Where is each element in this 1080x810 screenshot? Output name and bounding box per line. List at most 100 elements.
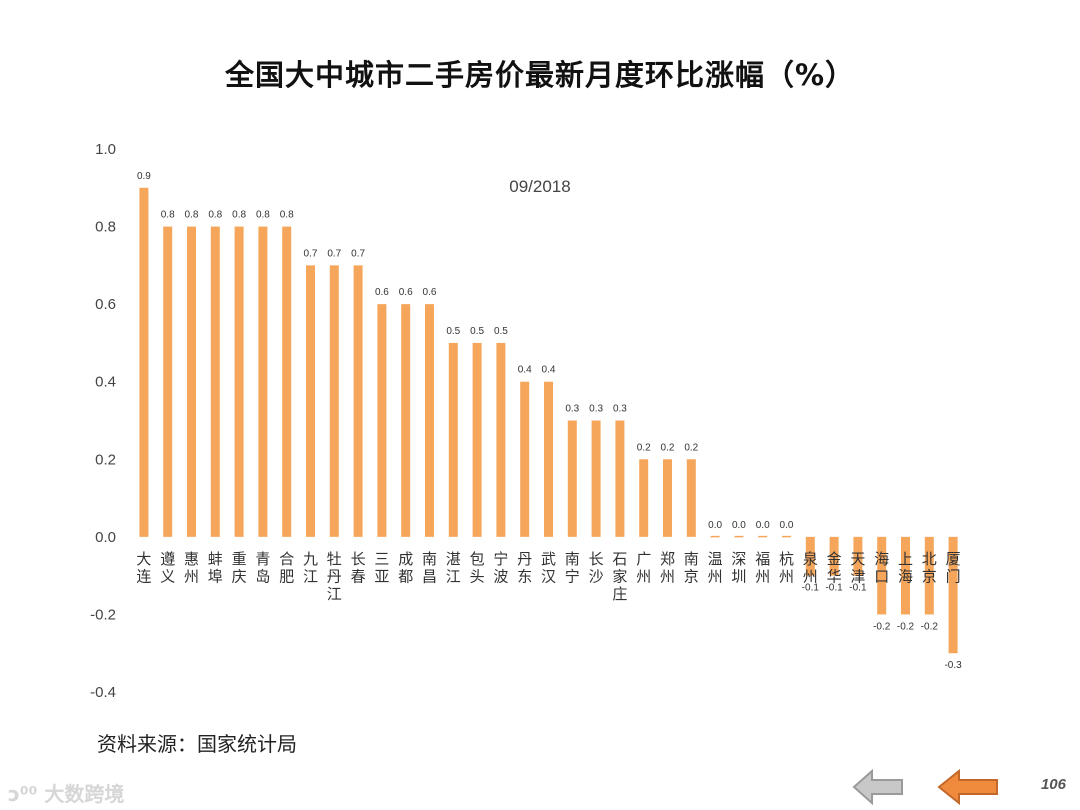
data-label: 0.5 xyxy=(470,326,484,337)
data-label: 0.3 xyxy=(613,404,627,415)
category-label: 江 xyxy=(327,585,342,603)
data-label: -0.2 xyxy=(873,621,891,632)
y-tick-label: 1.0 xyxy=(95,141,116,158)
category-label: 厦 xyxy=(946,550,961,568)
bar-chart: 1.0 0.8 0.6 0.4 0.2 0.0 -0.2 -0.4 09/2018 0.9 大连 0.… xyxy=(90,141,962,701)
data-label: 0.2 xyxy=(637,442,651,453)
category-label: 京 xyxy=(684,568,699,586)
bar xyxy=(401,304,411,537)
bar xyxy=(353,265,363,537)
left-arrow-icon xyxy=(937,768,998,806)
data-label: -0.1 xyxy=(849,583,867,594)
category-label: 上 xyxy=(898,550,913,568)
bar xyxy=(734,535,744,538)
category-label: 泉 xyxy=(803,550,818,568)
left-arrow-icon xyxy=(852,768,903,806)
category-label: 重 xyxy=(232,550,247,568)
data-label: 0.8 xyxy=(185,210,199,221)
category-label: 州 xyxy=(184,568,199,586)
category-label: 岛 xyxy=(255,568,270,586)
watermark-text: 大数跨境 xyxy=(44,782,125,806)
data-label: 0.0 xyxy=(732,520,746,531)
category-label: 包 xyxy=(470,550,485,568)
data-label: 0.0 xyxy=(756,520,770,531)
y-tick-label: 0.4 xyxy=(95,374,116,391)
category-label: 连 xyxy=(136,568,151,586)
bar xyxy=(663,459,672,537)
data-label: 0.8 xyxy=(256,210,270,221)
category-label: 江 xyxy=(303,568,318,586)
data-label: 0.4 xyxy=(518,365,532,376)
category-label: 北 xyxy=(922,550,937,568)
category-label: 武 xyxy=(541,550,556,568)
bar xyxy=(567,420,577,537)
bar xyxy=(139,187,149,537)
category-label: 州 xyxy=(779,568,794,586)
y-tick-label: -0.4 xyxy=(90,684,116,701)
data-label: 0.8 xyxy=(232,210,246,221)
category-label: 都 xyxy=(398,568,413,586)
category-label: 遵 xyxy=(160,550,175,568)
data-label: -0.1 xyxy=(802,583,820,594)
category-label: 广 xyxy=(636,550,651,568)
category-label: 沙 xyxy=(589,568,604,586)
bar xyxy=(805,536,815,576)
bar xyxy=(210,226,220,537)
data-label: -0.1 xyxy=(825,583,843,594)
next-page-button[interactable] xyxy=(937,768,999,806)
data-label: 0.8 xyxy=(161,210,175,221)
category-label: 南 xyxy=(565,550,580,568)
data-label: 0.3 xyxy=(589,404,603,415)
bar xyxy=(329,265,339,537)
category-label: 州 xyxy=(708,568,723,586)
bar xyxy=(639,459,649,537)
bar xyxy=(615,420,625,537)
category-label: 汉 xyxy=(541,568,556,586)
bar xyxy=(829,536,839,576)
category-label: 惠 xyxy=(184,550,199,568)
category-label: 海 xyxy=(874,550,889,568)
bar xyxy=(306,265,315,537)
bar xyxy=(163,226,173,537)
category-label: 口 xyxy=(874,568,889,586)
category-label: 宁 xyxy=(565,568,580,586)
category-label: 家 xyxy=(612,568,627,586)
category-label: 成 xyxy=(398,550,413,568)
data-label: 0.6 xyxy=(399,287,413,298)
category-label: 义 xyxy=(160,568,175,586)
bar xyxy=(924,536,934,615)
y-tick-label: -0.2 xyxy=(90,606,116,623)
bar xyxy=(448,342,458,537)
category-label: 三 xyxy=(374,550,389,568)
bar xyxy=(758,535,768,538)
category-label: 昌 xyxy=(422,568,437,586)
category-label: 天 xyxy=(850,550,865,568)
watermark-logo: ↄ⁰⁰ 大数跨境 xyxy=(8,778,124,807)
bar xyxy=(877,536,887,615)
category-label: 宁 xyxy=(493,550,508,568)
bar xyxy=(520,381,530,537)
category-label: 丹 xyxy=(327,568,342,586)
category-label: 蚌 xyxy=(208,550,223,568)
bar xyxy=(710,535,720,538)
category-label: 东 xyxy=(517,568,532,586)
bar xyxy=(901,536,910,615)
category-label: 郑 xyxy=(660,550,675,568)
data-label: -0.3 xyxy=(944,660,962,671)
data-label: 0.7 xyxy=(351,248,365,259)
category-label: 丹 xyxy=(517,550,532,568)
data-label: 0.0 xyxy=(780,520,794,531)
data-label: -0.2 xyxy=(921,621,939,632)
y-tick-label: 0.2 xyxy=(95,451,116,468)
category-label: 长 xyxy=(589,550,604,568)
category-label: 温 xyxy=(708,550,723,568)
bar xyxy=(496,342,506,537)
data-label: 0.7 xyxy=(327,248,341,259)
category-label: 湛 xyxy=(446,550,461,568)
data-label: 0.8 xyxy=(280,210,294,221)
previous-page-button[interactable] xyxy=(852,768,904,806)
category-label: 九 xyxy=(303,550,318,568)
category-label: 石 xyxy=(612,550,627,568)
category-label: 金 xyxy=(827,550,842,568)
bar xyxy=(425,304,434,537)
